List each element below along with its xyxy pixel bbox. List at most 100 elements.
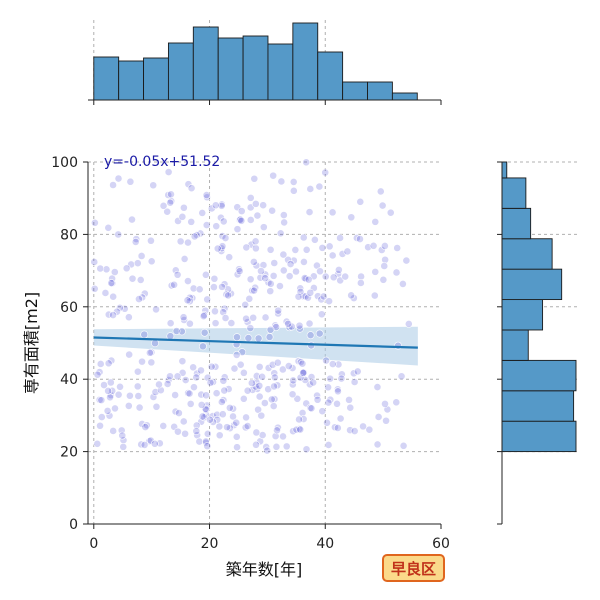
scatter-point [381, 399, 389, 408]
x-tick-label: 40 [316, 536, 334, 552]
scatter-point [128, 215, 136, 224]
scatter-point [242, 243, 251, 252]
scatter-point [175, 409, 183, 417]
scatter-point [315, 329, 324, 338]
x-hist-bar [267, 43, 294, 101]
scatter-point [317, 310, 326, 319]
scatter-point [115, 303, 124, 312]
scatter-point [184, 238, 192, 247]
y-hist-bar [501, 177, 527, 209]
scatter-point [243, 386, 252, 395]
scatter-point [101, 289, 110, 297]
scatter-point [369, 241, 378, 250]
scatter-point [276, 282, 284, 290]
scatter-point [166, 372, 174, 381]
scatter-point [307, 404, 316, 413]
scatter-point [103, 406, 112, 415]
y-axis-title: 専有面積[m2] [22, 292, 41, 394]
scatter-point [96, 264, 105, 273]
scatter-point [209, 283, 218, 292]
scatter-point [225, 253, 234, 262]
scatter-point [235, 267, 244, 276]
scatter-point [393, 244, 402, 252]
scatter-point [192, 231, 201, 239]
scatter-point [134, 392, 143, 400]
regression-equation: y=-0.05x+51.52 [104, 154, 220, 170]
scatter-point [321, 168, 330, 177]
regression-line [93, 336, 418, 349]
scatter-point [392, 268, 401, 277]
scatter-point [306, 331, 315, 340]
scatter-point [302, 245, 311, 254]
scatter-point [259, 223, 268, 232]
district-badge-box [382, 554, 445, 582]
scatter-point [246, 193, 255, 202]
scatter-point [328, 251, 337, 260]
scatter-point [356, 197, 365, 206]
scatter-point [266, 287, 275, 296]
scatter-point [197, 390, 206, 399]
scatter-point [114, 390, 123, 399]
scatter-point [104, 223, 113, 232]
scatter-point [251, 199, 260, 208]
scatter-point [244, 334, 253, 342]
scatter-point [252, 440, 260, 449]
scatter-point [268, 206, 277, 215]
scatter-point [392, 398, 401, 407]
scatter-point [252, 244, 260, 253]
scatter-point [300, 274, 309, 282]
y-hist-bar [501, 420, 577, 453]
scatter-point [110, 268, 119, 276]
scatter-point [203, 429, 212, 438]
x-tick-label: 60 [432, 536, 450, 552]
scatter-point [402, 256, 411, 265]
scatter-point [334, 387, 342, 396]
scatter-point [201, 270, 210, 279]
scatter-point [135, 295, 143, 303]
y-hist-bar [501, 268, 563, 301]
scatter-point [180, 255, 189, 263]
scatter-point [197, 366, 205, 375]
scatter-point [246, 324, 255, 332]
scatter-point [248, 286, 257, 295]
scatter-point [380, 242, 389, 250]
scatter-point [350, 427, 359, 435]
scatter-point [279, 250, 288, 259]
scatter-point [266, 245, 275, 254]
scatter-point [302, 399, 311, 408]
scatter-point [212, 222, 221, 231]
scatter-point [272, 442, 281, 451]
scatter-point [140, 330, 149, 339]
scatter-point [190, 232, 199, 241]
scatter-point [333, 385, 342, 394]
scatter-point [199, 312, 208, 321]
scatter-point [133, 367, 142, 376]
scatter-point [343, 247, 352, 256]
scatter-point [107, 279, 116, 287]
scatter-point [350, 378, 359, 386]
scatter-point [211, 307, 219, 316]
scatter-point [195, 437, 204, 446]
x-tick-label: 20 [201, 536, 219, 552]
scatter-point [159, 201, 168, 210]
scatter-point [131, 237, 140, 246]
x-tick-label: 0 [89, 536, 98, 552]
scatter-point [266, 279, 275, 288]
scatter-point [334, 360, 343, 369]
scatter-point [279, 266, 288, 275]
scatter-point [246, 275, 255, 284]
scatter-point [373, 383, 382, 391]
scatter-point [289, 186, 298, 195]
confidence-band [93, 326, 418, 366]
scatter-point [296, 425, 305, 434]
scatter-point [324, 383, 333, 392]
scatter-point [259, 261, 268, 269]
scatter-point [302, 158, 311, 167]
scatter-point [166, 198, 175, 207]
scatter-point [349, 369, 358, 378]
scatter-point [277, 177, 286, 186]
scatter-point [333, 399, 341, 408]
scatter-point [150, 439, 159, 448]
scatter-point [184, 277, 192, 285]
scatter-point [284, 255, 292, 264]
